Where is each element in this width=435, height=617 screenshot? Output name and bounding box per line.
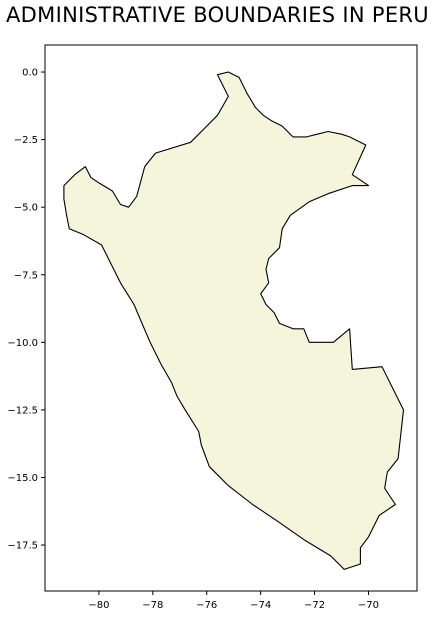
y-tick-label: −12.5 [7,405,38,416]
x-tick-label: −74 [250,600,271,611]
y-tick-label: −2.5 [14,135,38,146]
x-axis: −80 −78 −76 −74 −72 −70 [88,591,379,611]
y-tick-label: −15.0 [7,473,38,484]
map-title: ADMINISTRATIVE BOUNDARIES IN PERU [6,3,429,27]
y-tick-label: −17.5 [7,541,38,552]
peru-boundary [63,71,405,570]
y-tick-label: −5.0 [14,203,38,214]
y-axis: 0.0 −2.5 −5.0 −7.5 −10.0 −12.5 −15.0 −17.5 [7,68,45,552]
x-tick-label: −72 [304,600,325,611]
y-tick-label: 0.0 [22,68,38,79]
y-tick-label: −7.5 [14,270,38,281]
x-tick-label: −80 [88,600,109,611]
x-tick-label: −70 [358,600,379,611]
x-tick-label: −76 [196,600,217,611]
y-tick-label: −10.0 [7,338,38,349]
x-tick-label: −78 [142,600,163,611]
